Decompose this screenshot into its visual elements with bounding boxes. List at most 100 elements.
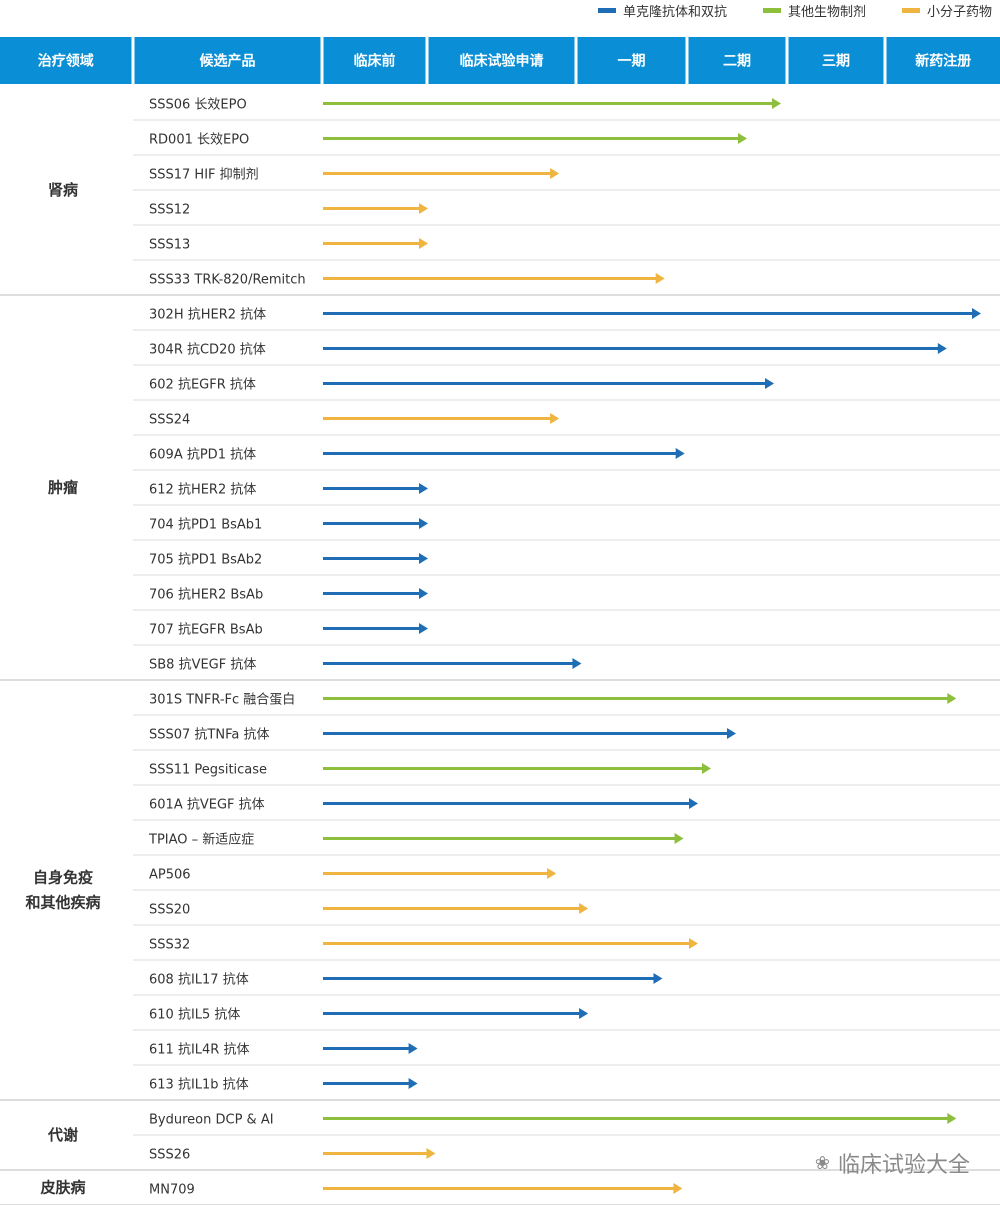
progress-arrowhead: [579, 1008, 589, 1019]
area-label: 皮肤病: [40, 1179, 85, 1197]
product-label: 707 抗EGFR BsAb: [149, 623, 263, 638]
progress-arrowhead: [702, 763, 711, 774]
header-cell: [323, 37, 426, 84]
product-label: 704 抗PD1 BsAb1: [149, 518, 262, 533]
product-label: SSS17 HIF 抑制剂: [149, 168, 259, 183]
header-label: 新药注册: [915, 53, 971, 70]
progress-arrowhead: [675, 448, 685, 459]
header-cell: [134, 37, 321, 84]
product-label: 612 抗HER2 抗体: [149, 483, 256, 498]
product-label: RD001 长效EPO: [149, 133, 249, 148]
legend-label-biologic: 其他生物制剂: [787, 4, 866, 20]
area-label-line: 皮肤病: [40, 1179, 85, 1197]
product-label: 613 抗IL1b 抗体: [149, 1078, 249, 1093]
area-label: 肾病: [48, 181, 78, 199]
area-label: 肿瘤: [48, 479, 78, 497]
header-label: 候选产品: [200, 53, 256, 70]
product-label: SSS24: [149, 413, 190, 428]
progress-arrowhead: [947, 1113, 957, 1124]
product-label: 706 抗HER2 BsAb: [149, 588, 263, 603]
progress-arrowhead: [772, 98, 781, 109]
product-label: AP506: [149, 868, 191, 883]
progress-arrowhead: [689, 798, 698, 809]
product-label: Bydureon DCP & AI: [149, 1113, 274, 1128]
progress-arrowhead: [550, 168, 560, 179]
area-label-line: 自身免疫: [33, 869, 93, 887]
product-label: SSS20: [149, 903, 190, 918]
product-label: TPIAO – 新适应症: [148, 832, 254, 848]
product-label: 304R 抗CD20 抗体: [149, 343, 266, 358]
wechat-icon: ❀: [814, 1152, 830, 1174]
product-label: SB8 抗VEGF 抗体: [149, 658, 256, 673]
progress-arrowhead: [419, 623, 428, 634]
progress-arrowhead: [419, 238, 428, 249]
progress-arrowhead: [653, 973, 663, 984]
area-label-line: 肾病: [48, 181, 78, 199]
legend-swatch-biologic: [762, 7, 781, 13]
product-label: 601A 抗VEGF 抗体: [149, 798, 265, 813]
header-cell: [577, 37, 686, 84]
product-label: 301S TNFR-Fc 融合蛋白: [149, 692, 295, 708]
area-label: 代谢: [47, 1126, 78, 1144]
product-label: MN709: [149, 1183, 195, 1198]
legend-swatch-small-molecule: [901, 7, 920, 13]
progress-arrowhead: [765, 378, 774, 389]
product-label: 610 抗IL5 抗体: [149, 1008, 240, 1023]
area-label-line: 和其他疾病: [25, 894, 100, 912]
area-label-line: 代谢: [47, 1126, 78, 1144]
progress-arrowhead: [972, 308, 981, 319]
header-cell: [788, 37, 884, 84]
product-label: SSS33 TRK-820/Remitch: [149, 273, 306, 288]
progress-arrowhead: [547, 868, 557, 879]
progress-arrowhead: [419, 203, 428, 214]
progress-arrowhead: [419, 518, 428, 529]
progress-arrowhead: [550, 413, 560, 424]
progress-arrowhead: [419, 588, 428, 599]
progress-arrowhead: [727, 728, 736, 739]
progress-arrowhead: [408, 1043, 418, 1054]
watermark-text: 临床试验大全: [837, 1153, 970, 1178]
progress-arrowhead: [408, 1078, 418, 1089]
row-separators: [0, 119, 1000, 1205]
progress-arrows: [323, 98, 981, 1194]
header-cell: [428, 37, 575, 84]
progress-arrowhead: [738, 133, 747, 144]
product-labels: SSS06 长效EPO RD001 长效EPO SSS17 HIF 抑制剂 SSS12…: [148, 98, 306, 1198]
progress-arrowhead: [673, 1183, 683, 1194]
area-label-line: 肿瘤: [48, 479, 78, 497]
watermark: ❀ 临床试验大全: [815, 1147, 970, 1179]
product-label: SSS26: [149, 1148, 190, 1163]
header-cell: [688, 37, 786, 84]
product-label: 608 抗IL17 抗体: [149, 973, 249, 988]
header-label: 临床前: [354, 53, 396, 70]
progress-arrowhead: [419, 553, 428, 564]
product-label: SSS12: [149, 203, 190, 218]
product-label: 602 抗EGFR 抗体: [149, 378, 256, 393]
product-label: SSS32: [149, 938, 190, 953]
product-label: SSS07 抗TNFa 抗体: [149, 728, 269, 743]
product-label: SSS13: [149, 238, 190, 253]
header-label: 二期: [723, 54, 751, 70]
legend-label-small-molecule: 小分子药物: [926, 4, 992, 20]
progress-arrowhead: [579, 903, 589, 914]
progress-arrowhead: [572, 658, 582, 669]
progress-arrowhead: [689, 938, 698, 949]
progress-arrowhead: [937, 343, 947, 354]
header-label: 临床试验申请: [460, 53, 544, 70]
product-label: 302H 抗HER2 抗体: [149, 308, 266, 323]
product-label: 609A 抗PD1 抗体: [149, 448, 256, 463]
progress-arrowhead: [655, 273, 665, 284]
product-label: SSS11 Pegsiticase: [149, 763, 267, 778]
progress-arrowhead: [419, 483, 428, 494]
area-label: 自身免疫和其他疾病: [25, 869, 100, 912]
legend-swatch-antibody: [597, 7, 616, 13]
header-label: 三期: [822, 54, 850, 70]
header-cell: [886, 37, 1000, 84]
progress-arrowhead: [947, 693, 957, 704]
header-row: 治疗领域 候选产品 临床前 临床试验申请 一期 二期 三期 新药注册: [0, 37, 1000, 84]
product-label: SSS06 长效EPO: [149, 98, 247, 113]
legend-item-small-molecule: 小分子药物: [901, 1, 992, 20]
header-label: 一期: [618, 54, 646, 70]
header-cell: [0, 37, 132, 84]
